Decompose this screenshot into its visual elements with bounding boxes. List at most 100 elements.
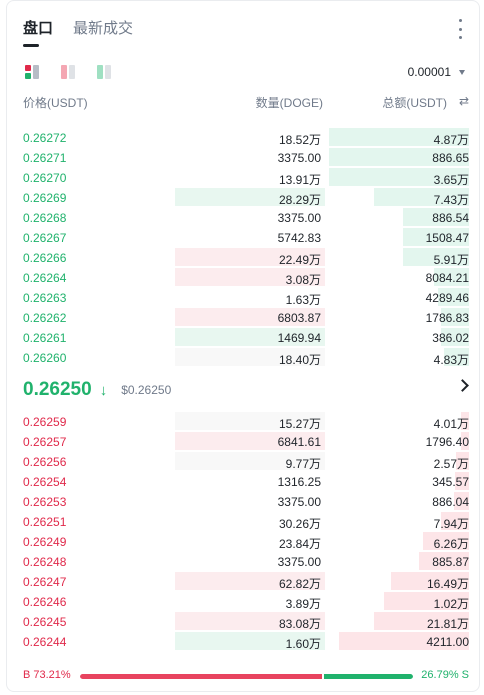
total-cell: 1.02万 bbox=[433, 597, 469, 611]
depth-bar bbox=[403, 228, 469, 246]
view-asks-icon[interactable] bbox=[61, 65, 79, 79]
view-bids-icon[interactable] bbox=[97, 65, 115, 79]
quantity-cell: 23.84万 bbox=[278, 537, 321, 551]
depth-bar bbox=[329, 168, 469, 186]
total-cell: 5.91万 bbox=[433, 253, 469, 267]
order-row[interactable]: 0.26248 3375.00 885.87 bbox=[7, 552, 479, 570]
price-cell: 0.26247 bbox=[23, 575, 67, 589]
depth-bar bbox=[373, 188, 469, 206]
order-row[interactable]: 0.26253 3375.00 886.04 bbox=[7, 492, 479, 510]
price-cell: 0.26249 bbox=[23, 535, 67, 549]
order-row[interactable]: 0.26251 30.26万 7.94万 bbox=[7, 512, 479, 531]
price-cell: 0.26268 bbox=[23, 211, 67, 225]
quantity-highlight-bar bbox=[175, 328, 325, 346]
price-cell: 0.26259 bbox=[23, 415, 67, 429]
swap-arrows-icon[interactable]: ⇄ bbox=[458, 94, 469, 108]
total-cell: 886.54 bbox=[432, 211, 469, 225]
ratio-bar bbox=[80, 674, 413, 679]
precision-value: 0.00001 bbox=[407, 65, 451, 79]
quantity-cell: 3375.00 bbox=[277, 495, 321, 509]
buy-ratio-fill bbox=[80, 674, 323, 679]
quantity-cell: 30.26万 bbox=[278, 517, 321, 531]
order-row[interactable]: 0.26246 3.89万 1.02万 bbox=[7, 592, 479, 611]
price-cell: 0.26267 bbox=[23, 231, 67, 245]
chevron-right-icon[interactable] bbox=[456, 379, 469, 392]
order-row[interactable]: 0.26244 1.60万 4211.00 bbox=[7, 632, 479, 651]
order-row[interactable]: 0.26271 3375.00 886.65 bbox=[7, 148, 479, 166]
total-cell: 886.04 bbox=[432, 495, 469, 509]
total-cell: 4.87万 bbox=[433, 133, 469, 147]
header-quantity: 数量(DOGE) bbox=[255, 96, 323, 110]
total-cell: 7.94万 bbox=[433, 517, 469, 531]
total-cell: 4.01万 bbox=[433, 417, 469, 431]
total-cell: 4289.46 bbox=[425, 291, 469, 305]
order-row[interactable]: 0.26269 28.29万 7.43万 bbox=[7, 188, 479, 207]
order-row[interactable]: 0.26268 3375.00 886.54 bbox=[7, 208, 479, 226]
order-row[interactable]: 0.26257 6841.61 1796.40 bbox=[7, 432, 479, 450]
price-cell: 0.26248 bbox=[23, 555, 67, 569]
view-mode-selector bbox=[25, 65, 115, 79]
order-row[interactable]: 0.26266 22.49万 5.91万 bbox=[7, 248, 479, 267]
price-cell: 0.26272 bbox=[23, 131, 67, 145]
quantity-highlight-bar bbox=[175, 188, 325, 206]
order-row[interactable]: 0.26259 15.27万 4.01万 bbox=[7, 412, 479, 431]
quantity-cell: 5742.83 bbox=[277, 231, 321, 245]
total-cell: 4.83万 bbox=[433, 353, 469, 367]
order-row[interactable]: 0.26261 1469.94 386.02 bbox=[7, 328, 479, 346]
depth-bar bbox=[456, 452, 469, 470]
total-cell: 6.26万 bbox=[433, 537, 469, 551]
depth-bar bbox=[383, 592, 469, 610]
order-row[interactable]: 0.26267 5742.83 1508.47 bbox=[7, 228, 479, 246]
order-row[interactable]: 0.26264 3.08万 8084.21 bbox=[7, 268, 479, 287]
total-cell: 345.57 bbox=[432, 475, 469, 489]
buy-ratio-label: B 73.21% bbox=[23, 669, 71, 681]
tab-order-book[interactable]: 盘口 bbox=[23, 17, 53, 47]
sell-ratio-fill bbox=[324, 674, 413, 679]
depth-bar bbox=[460, 412, 469, 430]
order-row[interactable]: 0.26254 1316.25 345.57 bbox=[7, 472, 479, 490]
order-book-panel: 盘口 最新成交 0.00001 价格(USDT) 数量(DOGE) 总额(USD… bbox=[6, 0, 480, 692]
price-cell: 0.26245 bbox=[23, 615, 67, 629]
order-row[interactable]: 0.26270 13.91万 3.65万 bbox=[7, 168, 479, 187]
quantity-cell: 13.91万 bbox=[278, 173, 321, 187]
quantity-highlight-bar bbox=[175, 432, 325, 450]
price-cell: 0.26270 bbox=[23, 171, 67, 185]
order-row[interactable]: 0.26262 6803.87 1786.83 bbox=[7, 308, 479, 326]
order-row[interactable]: 0.26247 62.82万 16.49万 bbox=[7, 572, 479, 591]
buy-sell-ratio: B 73.21% 26.79% S bbox=[23, 669, 469, 683]
order-row[interactable]: 0.26245 83.08万 21.81万 bbox=[7, 612, 479, 631]
view-both-icon[interactable] bbox=[25, 65, 43, 79]
quantity-highlight-bar bbox=[175, 612, 325, 630]
quantity-cell: 22.49万 bbox=[278, 253, 321, 267]
price-cell: 0.26263 bbox=[23, 291, 67, 305]
depth-bar bbox=[329, 128, 469, 146]
quantity-cell: 3.89万 bbox=[285, 597, 321, 611]
quantity-highlight-bar bbox=[175, 632, 325, 650]
quantity-highlight-bar bbox=[175, 452, 325, 470]
tab-latest-trades[interactable]: 最新成交 bbox=[73, 20, 134, 37]
depth-bar bbox=[434, 268, 469, 286]
quantity-cell: 6841.61 bbox=[277, 435, 321, 449]
total-cell: 8084.21 bbox=[425, 271, 469, 285]
quantity-cell: 15.27万 bbox=[278, 417, 321, 431]
total-cell: 21.81万 bbox=[426, 617, 469, 631]
depth-bar bbox=[403, 208, 469, 226]
order-row[interactable]: 0.26263 1.63万 4289.46 bbox=[7, 288, 479, 307]
precision-select[interactable]: 0.00001 bbox=[408, 65, 465, 79]
price-cell: 0.26244 bbox=[23, 635, 67, 649]
more-options-icon[interactable] bbox=[453, 19, 467, 39]
order-row[interactable]: 0.26272 18.52万 4.87万 bbox=[7, 128, 479, 147]
quantity-cell: 1.63万 bbox=[285, 293, 321, 307]
order-row[interactable]: 0.26256 9.77万 2.57万 bbox=[7, 452, 479, 471]
price-cell: 0.26261 bbox=[23, 331, 67, 345]
order-row[interactable]: 0.26260 18.40万 4.83万 bbox=[7, 348, 479, 367]
quantity-cell: 18.52万 bbox=[278, 133, 321, 147]
price-cell: 0.26253 bbox=[23, 495, 67, 509]
depth-bar bbox=[441, 308, 469, 326]
total-cell: 886.65 bbox=[432, 151, 469, 165]
quantity-highlight-bar bbox=[175, 248, 325, 266]
quantity-cell: 3375.00 bbox=[277, 151, 321, 165]
total-cell: 1508.47 bbox=[425, 231, 469, 245]
order-row[interactable]: 0.26249 23.84万 6.26万 bbox=[7, 532, 479, 551]
quantity-highlight-bar bbox=[175, 348, 325, 366]
